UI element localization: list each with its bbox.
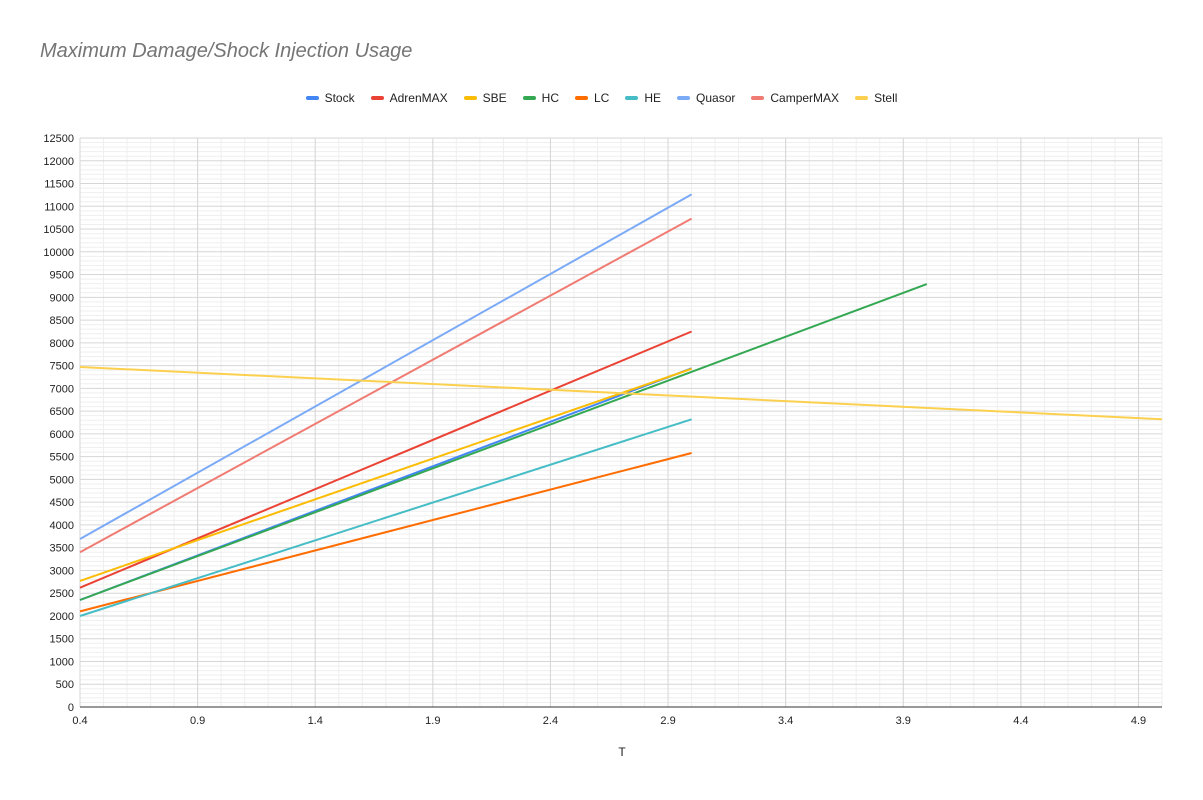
series-line-he bbox=[79, 418, 692, 617]
y-tick-label: 6500 bbox=[50, 406, 74, 418]
y-tick-label: 7500 bbox=[50, 361, 74, 373]
series-line-lc bbox=[79, 452, 692, 613]
y-tick-label: 4500 bbox=[50, 497, 74, 509]
legend-item-adrenmax: AdrenMAX bbox=[370, 91, 448, 105]
y-tick-label: 4000 bbox=[50, 520, 74, 532]
y-tick-label: 3500 bbox=[50, 543, 74, 555]
minor-gridlines bbox=[79, 138, 1163, 707]
y-tick-label: 3000 bbox=[50, 565, 74, 577]
legend-item-stock: Stock bbox=[305, 91, 355, 105]
y-tick-label: 1000 bbox=[50, 656, 74, 668]
y-tick-label: 2000 bbox=[50, 611, 74, 623]
y-tick-label: 500 bbox=[56, 679, 74, 691]
y-tick-label: 8000 bbox=[50, 338, 74, 350]
legend-label: LC bbox=[594, 91, 610, 105]
y-tick-label: 6000 bbox=[50, 429, 74, 441]
legend-swatch bbox=[575, 96, 588, 100]
legend-label: HE bbox=[644, 91, 662, 105]
series-line-hc bbox=[79, 283, 928, 601]
chart-title: Maximum Damage/Shock Injection Usage bbox=[40, 40, 413, 62]
x-tick-label: 3.9 bbox=[896, 715, 911, 727]
x-tick-label: 0.9 bbox=[190, 715, 205, 727]
legend-item-stell: Stell bbox=[855, 91, 897, 105]
legend-label: HC bbox=[541, 91, 559, 105]
legend-swatch bbox=[305, 96, 319, 100]
legend-label: Stell bbox=[874, 91, 898, 105]
y-tick-label: 12000 bbox=[43, 156, 74, 168]
legend-swatch bbox=[522, 96, 536, 100]
legend-label: AdrenMAX bbox=[389, 91, 448, 105]
y-tick-label: 11500 bbox=[44, 179, 74, 191]
series-lines bbox=[79, 193, 1163, 617]
y-tick-label: 1500 bbox=[50, 634, 74, 646]
major-gridlines bbox=[79, 137, 1162, 708]
series-line-quasor bbox=[79, 193, 693, 540]
y-tick-label: 10000 bbox=[43, 247, 74, 259]
x-tick-label: 1.4 bbox=[308, 715, 323, 727]
series-line-campermax bbox=[79, 217, 693, 554]
x-tick-label: 2.4 bbox=[543, 715, 558, 727]
y-tick-label: 2500 bbox=[50, 588, 74, 600]
legend-label: CamperMAX bbox=[770, 91, 840, 105]
y-tick-label: 11000 bbox=[44, 201, 74, 213]
series-line-sbe bbox=[79, 367, 692, 582]
legend-swatch bbox=[463, 96, 477, 100]
legend-item-sbe: SBE bbox=[463, 91, 507, 105]
x-axis-label: T bbox=[618, 745, 626, 759]
y-tick-label: 8500 bbox=[50, 315, 74, 327]
x-tick-label: 0.4 bbox=[72, 715, 87, 727]
legend-item-lc: LC bbox=[575, 91, 609, 105]
legend-label: Stock bbox=[324, 91, 355, 105]
y-tick-label: 0 bbox=[68, 702, 74, 714]
y-axis-ticks: 0 500 1000 1500 2000 2500 3000 3500 4000 4500 5000… bbox=[43, 133, 74, 714]
legend-item-quasor: Quasor bbox=[677, 91, 735, 105]
y-tick-label: 9500 bbox=[50, 270, 74, 282]
legend-swatch bbox=[677, 96, 691, 100]
x-tick-label: 2.9 bbox=[660, 715, 675, 727]
x-axis-ticks: 0.4 0.9 1.4 1.9 2.4 2.9 3.4 3.9 4.4 4.9 bbox=[72, 715, 1146, 727]
legend-label: SBE bbox=[482, 91, 507, 105]
y-tick-label: 10500 bbox=[43, 224, 74, 236]
y-tick-label: 12500 bbox=[43, 133, 74, 145]
x-tick-label: 4.9 bbox=[1131, 715, 1146, 727]
series-line-stell bbox=[79, 366, 1163, 421]
y-tick-label: 5500 bbox=[50, 452, 74, 464]
legend-item-hc: HC bbox=[522, 91, 559, 105]
legend: Stock AdrenMAX SBE HC LC HE Quasor CamperMAX Ste… bbox=[0, 88, 1203, 108]
x-tick-label: 4.4 bbox=[1013, 715, 1028, 727]
legend-swatch bbox=[855, 96, 869, 100]
legend-item-campermax: CamperMAX bbox=[751, 91, 839, 105]
legend-swatch bbox=[370, 96, 384, 100]
legend-swatch bbox=[751, 96, 765, 100]
legend-item-he: HE bbox=[625, 91, 661, 105]
y-tick-label: 9000 bbox=[50, 292, 74, 304]
legend-swatch bbox=[625, 96, 639, 100]
x-tick-label: 3.4 bbox=[778, 715, 793, 727]
y-tick-label: 7000 bbox=[50, 383, 74, 395]
x-tick-label: 1.9 bbox=[425, 715, 440, 727]
y-tick-label: 5000 bbox=[50, 474, 74, 486]
legend-label: Quasor bbox=[696, 91, 736, 105]
